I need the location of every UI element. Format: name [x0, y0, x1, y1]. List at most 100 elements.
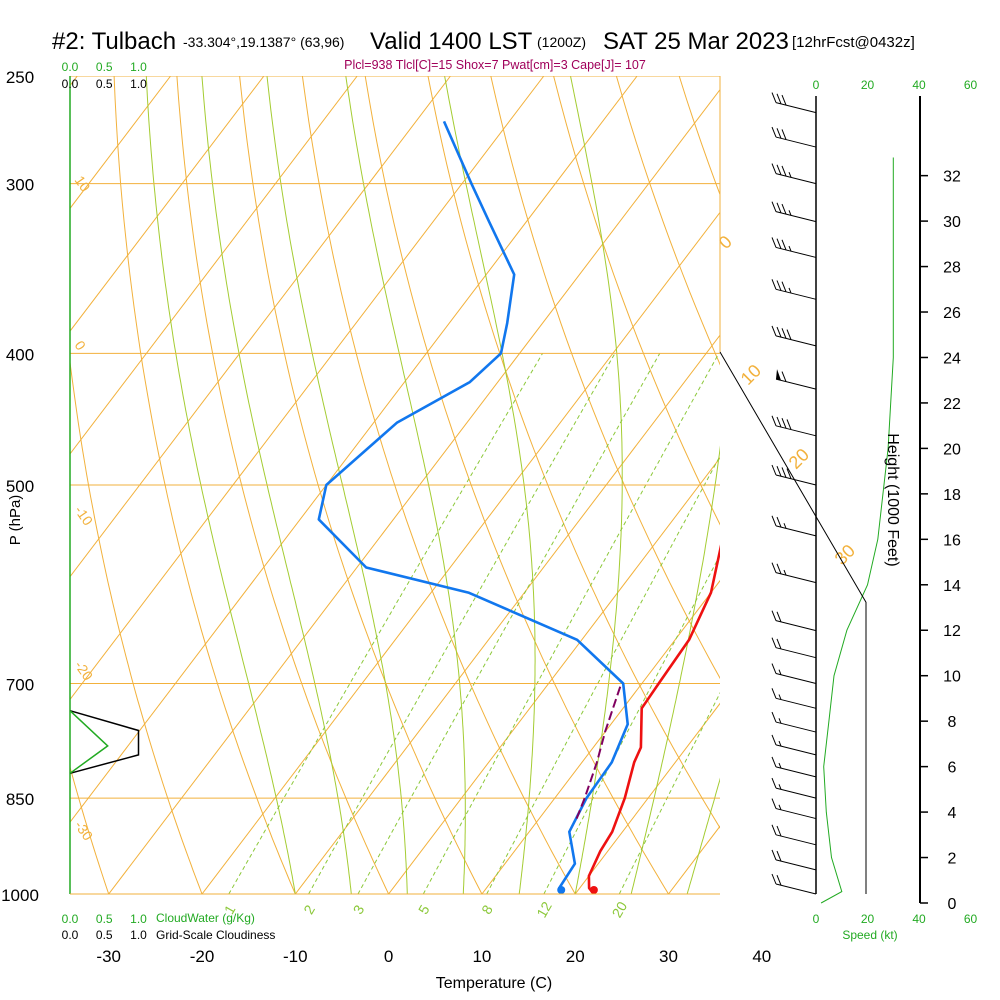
- wind-barb-flag: [771, 562, 777, 573]
- wind-barb-staff: [775, 136, 817, 148]
- isotherm-line: [70, 76, 265, 332]
- wind-barb-flag: [771, 637, 777, 648]
- wind-barb-flag: [776, 875, 782, 886]
- cloudiness-tick-top: 0.5: [96, 77, 113, 91]
- dry-adiabat: [805, 76, 1000, 894]
- wind-barb: [771, 756, 817, 778]
- dry-adiabat: [742, 76, 1000, 894]
- wind-barb-staff: [775, 378, 817, 390]
- height-axis-title: Height (1000 Feet): [884, 433, 901, 566]
- wind-barb-flag: [776, 563, 782, 575]
- wind-barb-half-flag: [778, 804, 782, 810]
- surface-temperature-marker: [589, 886, 598, 894]
- height-tick-label: 26: [943, 305, 961, 322]
- wind-barb-staff: [775, 744, 817, 756]
- mixing-ratio-label: 2: [300, 902, 318, 917]
- dry-adiabat: [615, 76, 720, 366]
- wind-barb: [771, 237, 817, 258]
- wind-barb-flag: [781, 94, 787, 106]
- wind-barb-staff: [775, 766, 817, 778]
- pressure-tick-label: 500: [6, 477, 34, 496]
- wind-barb-flag: [771, 688, 777, 699]
- theta-label: 10: [72, 173, 94, 195]
- wind-barb-flag: [781, 203, 787, 215]
- wind-barb-flag: [776, 128, 782, 139]
- wind-barb-half-flag: [778, 718, 782, 724]
- wind-barb: [771, 734, 817, 756]
- wind-barb-flag: [776, 516, 782, 528]
- temperature-tick-label: 20: [566, 947, 585, 966]
- wind-barb: [771, 415, 817, 437]
- height-tick-label: 32: [943, 169, 961, 186]
- dry-adiabat: [930, 76, 1000, 894]
- wind-barb-flag: [771, 663, 777, 674]
- height-tick-label: 30: [943, 214, 961, 231]
- wind-barb-flag: [781, 129, 787, 140]
- wind-barb-flag: [786, 329, 792, 340]
- wind-barb: [771, 562, 817, 584]
- thetae-label: 0: [715, 232, 736, 253]
- speed-tick-label-top: 0: [813, 78, 820, 92]
- wind-barb: [771, 279, 817, 300]
- speed-tick-label-bottom: 60: [964, 912, 978, 926]
- wind-barb-flag: [776, 280, 782, 291]
- wind-barb-staff: [775, 647, 817, 659]
- cloudwater-tick-bottom: 0.5: [96, 912, 113, 926]
- height-tick-label: 0: [948, 896, 957, 913]
- wind-barb-staff: [775, 102, 817, 114]
- cloudiness-axis-title: Grid-Scale Cloudiness: [156, 928, 275, 942]
- height-tick-label: 6: [948, 760, 957, 777]
- wind-speed-profile: [820, 157, 894, 904]
- isotherm-line: [70, 76, 358, 455]
- cloudiness-tick-bottom: 0.0: [62, 928, 79, 942]
- mixing-ratio-line: [618, 691, 720, 894]
- wind-barb: [771, 515, 817, 537]
- wind-barb: [771, 777, 817, 799]
- surface-dewpoint-marker: [557, 886, 566, 894]
- mixing-ratio-line: [308, 353, 616, 894]
- wind-barb-half-flag: [778, 669, 782, 675]
- wind-barb-flag: [771, 464, 777, 476]
- wind-barb-flag: [771, 756, 777, 768]
- height-tick-label: 14: [943, 578, 961, 595]
- height-tick-label: 16: [943, 532, 961, 549]
- wind-barb: [771, 92, 817, 114]
- wind-barb-flag: [781, 281, 787, 292]
- wind-barb-flag: [776, 611, 782, 623]
- station-location: -33.304°,19.1387° (63,96): [183, 34, 345, 50]
- wind-barb-half-flag: [783, 523, 787, 529]
- height-tick-label: 24: [943, 350, 961, 367]
- temperature-tick-label: 30: [659, 947, 678, 966]
- wind-barb-flag: [771, 798, 777, 809]
- theta-label: 0: [72, 338, 90, 354]
- wind-barb-flag: [771, 711, 777, 723]
- wind-barb-staff: [775, 173, 817, 185]
- wind-barb-staff: [775, 808, 817, 820]
- mixing-ratio-label: 8: [478, 902, 496, 917]
- wind-barb-flag: [771, 201, 777, 212]
- mixing-ratio-label: 12: [533, 899, 555, 921]
- dry-adiabat: [993, 76, 1000, 894]
- pressure-axis-title: P (hPa): [7, 495, 24, 546]
- cloudwater-tick-top: 0.5: [96, 60, 113, 74]
- pressure-tick-label: 250: [6, 68, 34, 87]
- cloudwater-profile: [69, 710, 109, 774]
- thetae-label: 30: [831, 541, 859, 569]
- isotherm-line: [855, 76, 1000, 894]
- chart-header: #2: Tulbach -33.304°,19.1387° (63,96) Va…: [0, 28, 1000, 62]
- wind-barb-flag: [776, 202, 782, 214]
- wind-barb: [775, 369, 817, 390]
- wind-barb-staff: [775, 834, 817, 846]
- wind-barb-flag: [771, 515, 777, 527]
- wind-barb-flag: [776, 326, 782, 338]
- pressure-tick-label: 400: [6, 345, 34, 364]
- wind-barb: [771, 637, 817, 659]
- wind-barb-staff: [775, 211, 817, 223]
- wind-barb-flag: [771, 237, 777, 248]
- wind-barb-flag: [771, 126, 777, 138]
- moist-adiabat: [266, 76, 408, 894]
- cloudwater-tick-top: 0.0: [62, 60, 79, 74]
- cloudiness-tick-top: 1.0: [130, 77, 147, 91]
- wind-barb-staff: [775, 859, 817, 871]
